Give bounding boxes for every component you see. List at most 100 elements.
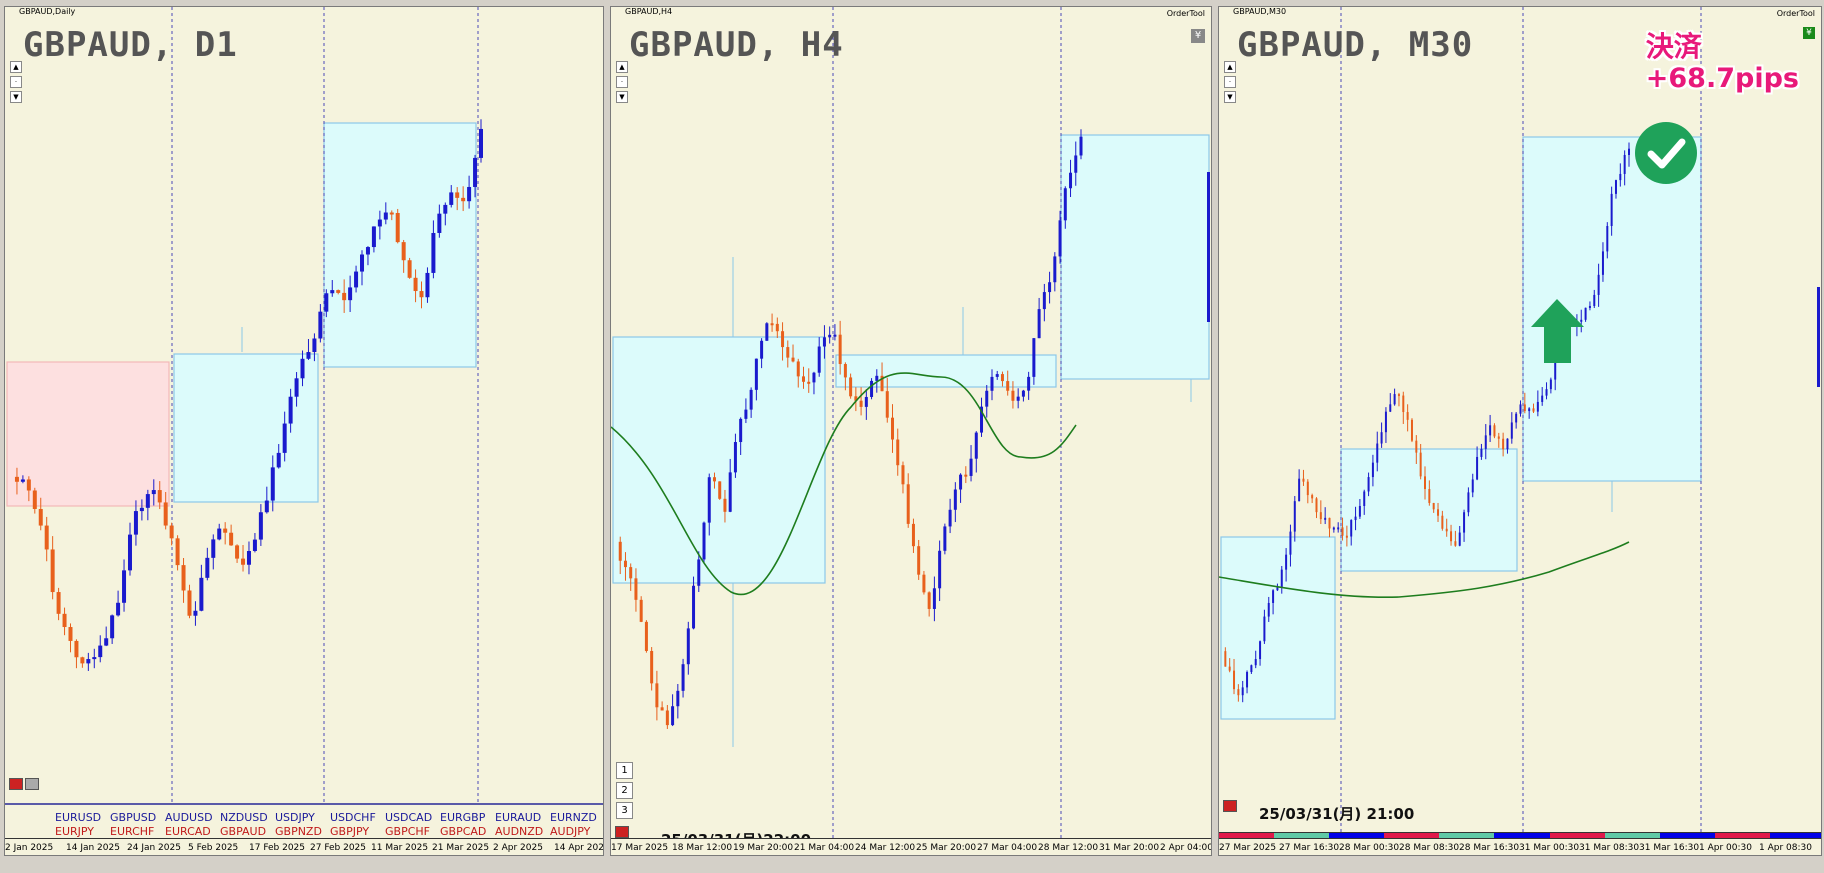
scale-controls[interactable]: ▲ · ▼ <box>616 61 628 106</box>
pair-button[interactable]: NZDUSD <box>220 811 268 824</box>
pair-button[interactable]: USDJPY <box>275 811 315 824</box>
pair-button[interactable]: GBPJPY <box>330 825 370 838</box>
pair-button[interactable]: AUDNZD <box>495 825 544 838</box>
num-button-1[interactable]: 1 <box>616 762 633 779</box>
scale-down-button[interactable]: ▼ <box>616 91 628 103</box>
candle-body <box>395 212 400 243</box>
pair-button[interactable]: EURUSD <box>55 811 102 824</box>
candle-body <box>348 287 353 301</box>
candle-body <box>629 567 633 579</box>
x-axis-label: 31 Mar 08:30 <box>1579 843 1640 853</box>
panel-buttons[interactable] <box>9 775 41 794</box>
candle-body <box>906 484 910 524</box>
number-buttons[interactable]: 1 2 3 <box>616 762 633 822</box>
pair-row-1[interactable]: EURUSD GBPUSD AUDUSD NZDUSD USDJPY USDCHF USDC… <box>55 811 603 824</box>
candle-body <box>1523 404 1526 412</box>
candle-body <box>1428 489 1431 503</box>
candle-body <box>383 212 388 220</box>
candle-body <box>288 396 293 424</box>
pair-button[interactable]: GBPCAD <box>440 825 487 838</box>
scale-down-button[interactable]: ▼ <box>1224 91 1236 103</box>
pair-button[interactable]: EURCAD <box>165 825 211 838</box>
candle-body <box>80 657 85 664</box>
chart-panel-m30[interactable]: GBPAUD,M30 OrderTool ¥ GBPAUD, M30 ▲ · ▼… <box>1218 6 1822 856</box>
candle-body <box>133 511 138 535</box>
candle-body <box>1337 527 1340 530</box>
pair-button[interactable]: AUDJPY <box>550 825 591 838</box>
candle-body <box>875 375 879 381</box>
close-icon[interactable] <box>1223 800 1237 812</box>
candle-body <box>455 192 460 198</box>
candle-body <box>1580 319 1583 322</box>
pair-button[interactable]: GBPUSD <box>110 811 157 824</box>
candle-body <box>354 271 359 288</box>
candle-body <box>1311 495 1314 499</box>
num-button-2[interactable]: 2 <box>616 782 633 799</box>
scale-mid-button[interactable]: · <box>1224 76 1236 88</box>
candle-body <box>1536 401 1539 412</box>
pair-button[interactable]: EURAUD <box>495 811 542 824</box>
chart-panel-h4[interactable]: GBPAUD,H4 OrderTool ¥ GBPAUD, H4 ▲ · ▼ 1… <box>610 6 1212 856</box>
order-tool-label[interactable]: OrderTool <box>1776 9 1815 18</box>
close-icon[interactable] <box>615 826 629 838</box>
chart-canvas[interactable] <box>5 7 603 855</box>
checkmark-stroke <box>1647 138 1686 169</box>
pair-row-2[interactable]: EURJPY EURCHF EURCAD GBPAUD GBPNZD GBPJPY GBPC… <box>55 825 603 838</box>
candle-body <box>473 157 478 187</box>
pair-button[interactable]: EURGBP <box>440 811 486 824</box>
panel-buttons[interactable] <box>615 823 631 842</box>
candle-body <box>1224 651 1227 667</box>
moving-average-line <box>611 372 1077 596</box>
pair-button[interactable]: GBPNZD <box>275 825 322 838</box>
pair-button[interactable]: EURJPY <box>55 825 94 838</box>
scale-controls[interactable]: ▲ · ▼ <box>1224 61 1236 106</box>
x-axis-label: 17 Mar 2025 <box>611 843 669 853</box>
scale-mid-button[interactable]: · <box>616 76 628 88</box>
candle-body <box>671 706 675 726</box>
candle-body <box>1393 394 1396 405</box>
pair-button[interactable]: AUDUSD <box>165 811 213 824</box>
candle-body <box>1532 408 1535 412</box>
scale-mid-button[interactable]: · <box>10 76 22 88</box>
candle-body <box>32 490 37 509</box>
candle-body <box>849 377 853 397</box>
yen-icon[interactable]: ¥ <box>1803 27 1815 39</box>
close-icon[interactable] <box>9 778 23 790</box>
x-axis-label: 17 Feb 2025 <box>249 843 306 853</box>
pair-button[interactable]: EURNZD <box>550 811 597 824</box>
candle-body <box>985 390 989 407</box>
panel-buttons[interactable] <box>1223 797 1239 816</box>
candle-body <box>822 337 826 347</box>
range-box <box>835 354 1057 388</box>
pair-button[interactable]: GBPAUD <box>220 825 267 838</box>
pair-button[interactable]: USDCAD <box>385 811 433 824</box>
x-axis-label: 14 Apr 2025 <box>554 843 604 853</box>
scale-up-button[interactable]: ▲ <box>10 61 22 73</box>
candle-body <box>1246 672 1249 688</box>
scale-up-button[interactable]: ▲ <box>1224 61 1236 73</box>
pair-button[interactable]: GBPCHF <box>385 825 430 838</box>
candle-body <box>870 380 874 397</box>
yen-icon[interactable]: ¥ <box>1191 29 1205 43</box>
candle-body <box>1606 225 1609 252</box>
order-tool-label[interactable]: OrderTool <box>1166 9 1205 18</box>
candle-body <box>437 213 442 233</box>
chart-panel-daily[interactable]: GBPAUD,Daily GBPAUD, D1 ▲ · ▼ EURUSD GBPU… <box>4 6 604 856</box>
num-button-3[interactable]: 3 <box>616 802 633 819</box>
candle-body <box>1545 389 1548 396</box>
minimize-icon[interactable] <box>25 778 39 790</box>
candle-body <box>650 650 654 684</box>
candle-body <box>1363 491 1366 506</box>
candle-body <box>1610 193 1613 226</box>
scale-down-button[interactable]: ▼ <box>10 91 22 103</box>
candle-body <box>739 418 743 443</box>
chart-canvas[interactable] <box>611 7 1211 855</box>
candle-body <box>812 372 816 383</box>
pair-button[interactable]: EURCHF <box>110 825 155 838</box>
pair-button[interactable]: USDCHF <box>330 811 376 824</box>
x-axis-label: 21 Mar 2025 <box>432 843 490 853</box>
chart-canvas[interactable] <box>1219 7 1821 855</box>
candle-body <box>760 340 764 359</box>
scale-up-button[interactable]: ▲ <box>616 61 628 73</box>
scale-controls[interactable]: ▲ · ▼ <box>10 61 22 106</box>
